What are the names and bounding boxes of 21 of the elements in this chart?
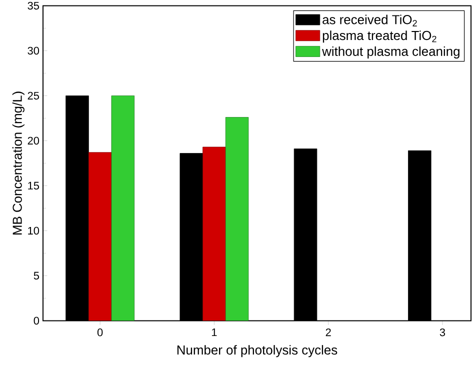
x-tick-label: 0 xyxy=(97,328,103,336)
x-axis-title: Number of photolysis cycles xyxy=(177,345,338,358)
bar xyxy=(88,152,112,321)
bar xyxy=(202,146,226,321)
legend-label: as received TiO$_{2}$ xyxy=(322,14,417,26)
y-tick-label: 10 xyxy=(28,226,40,235)
y-tick-label: 5 xyxy=(34,272,40,280)
legend-label: plasma treated TiO$_{2}$ xyxy=(322,30,436,43)
x-tick-label: 3 xyxy=(440,328,446,336)
legend-label: without plasma cleaning xyxy=(322,46,460,59)
x-tick-label: 1 xyxy=(212,328,217,336)
y-tick-label: 30 xyxy=(28,46,40,55)
bar xyxy=(111,96,135,321)
y-tick-label: 25 xyxy=(28,92,40,100)
y-tick-label: 20 xyxy=(28,136,40,145)
y-axis-title: MB Concentration (mg/L) xyxy=(12,92,24,234)
x-tick-label: 2 xyxy=(326,328,331,336)
y-tick-label: 35 xyxy=(28,2,40,10)
y-tick-label: 0 xyxy=(34,316,40,325)
bar xyxy=(225,117,249,321)
y-tick-label: 15 xyxy=(28,182,40,190)
